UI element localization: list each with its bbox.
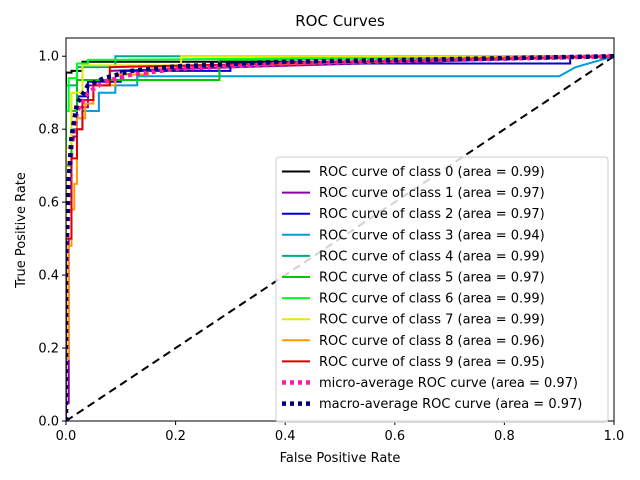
series-line-6 xyxy=(66,55,614,421)
legend-label-1: ROC curve of class 1 (area = 0.97) xyxy=(319,186,545,201)
legend-box xyxy=(275,156,609,423)
series-line-9 xyxy=(66,55,614,421)
y-tick-label: 0.0 xyxy=(38,415,59,430)
legend-label-8: ROC curve of class 8 (area = 0.96) xyxy=(319,334,545,349)
x-tick-label: 0.6 xyxy=(384,429,405,444)
legend-label-7: ROC curve of class 7 (area = 0.99) xyxy=(319,313,545,328)
legend-label-6: ROC curve of class 6 (area = 0.99) xyxy=(319,292,545,307)
x-tick-label: 1.0 xyxy=(604,429,625,444)
x-tick-label: 0.2 xyxy=(165,429,186,444)
axis-ticks: 0.0 0.2 0.4 0.6 0.8 1.0 0.0 0.2 0.4 0.6 0.8 1.0 xyxy=(38,50,624,444)
legend-label-2: ROC curve of class 2 (area = 0.97) xyxy=(319,207,545,222)
series-line-10 xyxy=(66,53,614,421)
legend-label-5: ROC curve of class 5 (area = 0.97) xyxy=(319,271,545,286)
legend-label-9: ROC curve of class 9 (area = 0.95) xyxy=(319,355,545,370)
legend-label-0: ROC curve of class 0 (area = 0.99) xyxy=(319,165,545,180)
legend-label-11: macro-average ROC curve (area = 0.97) xyxy=(319,397,582,412)
chart-title: ROC Curves xyxy=(295,12,385,30)
plot-area xyxy=(65,37,615,422)
legend: ROC curve of class 0 (area = 0.99) ROC cu… xyxy=(275,156,609,423)
legend-label-10: micro-average ROC curve (area = 0.97) xyxy=(319,376,578,391)
y-tick-label: 0.8 xyxy=(38,123,59,138)
x-tick-label: 0.4 xyxy=(275,429,296,444)
legend-label-3: ROC curve of class 3 (area = 0.94) xyxy=(319,228,545,243)
y-axis-title: True Positive Rate xyxy=(14,172,29,289)
legend-label-4: ROC curve of class 4 (area = 0.99) xyxy=(319,249,545,264)
x-tick-label: 0.8 xyxy=(494,429,515,444)
y-tick-label: 1.0 xyxy=(38,50,59,65)
x-tick-label: 0.0 xyxy=(56,429,77,444)
y-tick-label: 0.4 xyxy=(38,269,59,284)
x-axis-title: False Positive Rate xyxy=(280,451,401,466)
y-tick-label: 0.2 xyxy=(38,342,59,357)
y-tick-label: 0.6 xyxy=(38,196,59,211)
